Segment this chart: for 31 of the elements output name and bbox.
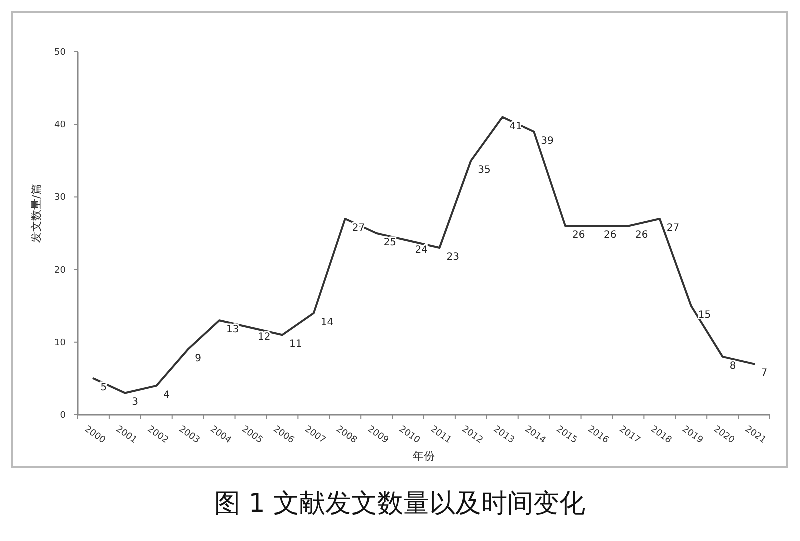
data-label: 35 [478, 164, 491, 176]
data-label: 4 [164, 390, 170, 401]
data-label: 11 [289, 339, 302, 350]
data-label: 23 [446, 252, 460, 264]
y-tick-label: 10 [54, 338, 66, 348]
data-label: 24 [415, 244, 428, 256]
y-tick-label: 50 [54, 48, 66, 58]
data-label: 26 [635, 230, 648, 242]
data-label: 25 [384, 238, 397, 248]
y-tick-label: 30 [54, 193, 66, 204]
data-label: 3 [132, 397, 139, 408]
x-axis-title: 年份 [413, 450, 435, 463]
text: 图 1 文献发文数量以及时间变化 [214, 489, 586, 519]
data-label: 13 [226, 324, 240, 336]
data-label: 14 [320, 317, 334, 328]
data-label: 12 [258, 332, 271, 343]
y-tick-label: 40 [54, 120, 66, 131]
y-tick-label: 0 [60, 411, 66, 421]
y-axis-title: 发文数量/篇 [30, 184, 43, 243]
y-tick-label: 20 [54, 266, 66, 276]
data-label: 26 [572, 230, 586, 242]
data-label: 39 [541, 136, 554, 147]
data-label: 41 [510, 121, 522, 132]
data-label: 7 [761, 368, 768, 380]
data-label: 9 [195, 354, 202, 365]
data-label: 5 [100, 382, 108, 394]
data-label: 8 [730, 360, 736, 372]
data-label: 27 [666, 222, 680, 234]
data-label: 26 [604, 230, 617, 242]
data-label: 15 [698, 310, 712, 322]
data-label: 27 [352, 222, 366, 234]
